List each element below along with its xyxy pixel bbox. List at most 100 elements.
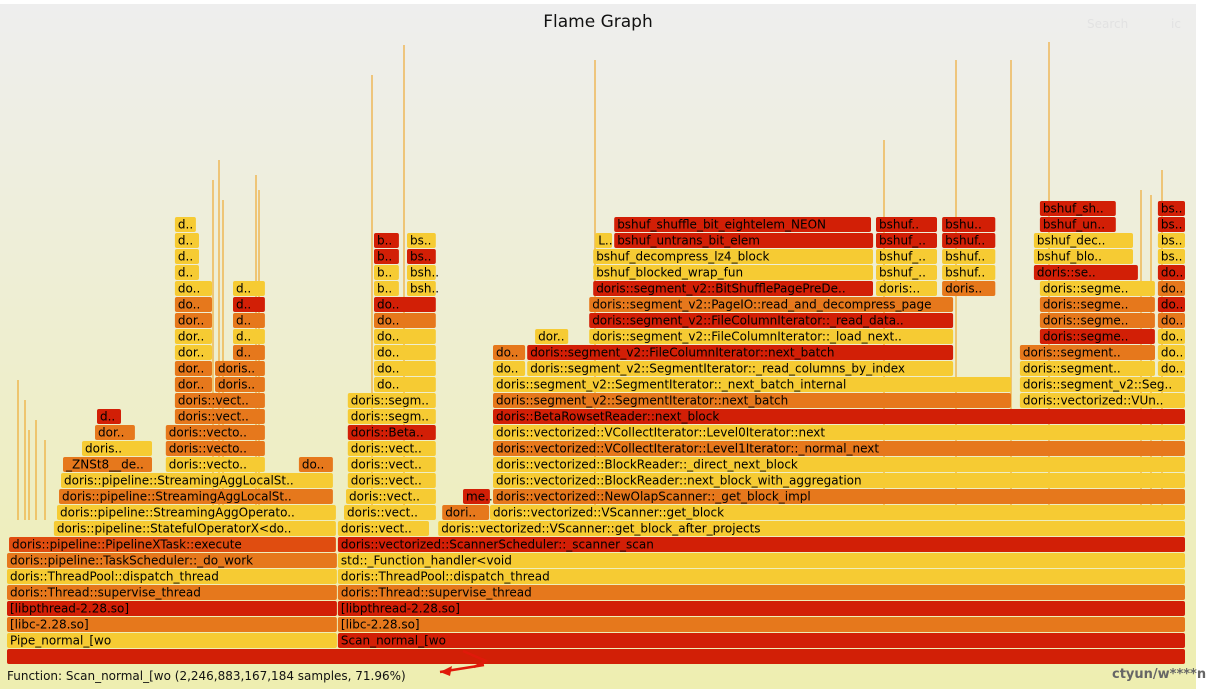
flame-frame[interactable]: doris::vectorized::VScanner::get_block do… [490,505,1185,520]
flame-frame[interactable]: bs.. bs.. [407,233,436,248]
flame-frame[interactable]: do..do.. [374,329,436,344]
flame-frame-rect[interactable]: bs.. [407,249,436,264]
flame-frame-rect[interactable]: doris::vectorized::BlockReader::next_blo… [493,473,1185,488]
flame-frame[interactable]: doris::segme.. doris::segme.. [1039,329,1155,344]
flame-frame-rect[interactable]: do.. [493,345,526,360]
flame-frame-rect[interactable]: doris::segment_v2::SegmentIterator::_nex… [1019,377,1185,392]
flame-frame[interactable]: bshuf_blo.. bshuf_blo.. [1033,249,1133,264]
flame-frame-rect[interactable]: doris::segm.. [347,393,436,408]
flame-frame[interactable]: doris::vecto.. doris::vecto.. [165,441,265,456]
flame-frame[interactable]: doris::vect..doris::vect.. [347,473,436,488]
flame-frame-rect[interactable]: b.. [374,233,399,248]
flame-frame-rect[interactable]: b.. [374,265,399,280]
flame-frame[interactable]: d..d.. [174,249,199,264]
flame-frame[interactable]: bshuf_.. bshuf_.. [876,249,937,264]
flame-frame[interactable]: bs.. bs.. [1157,201,1185,216]
flame-frame[interactable]: bsh.. bsh.. [407,281,439,296]
flame-frame-rect[interactable]: dor.. [174,329,212,344]
flame-frame-rect[interactable]: doris::vectorized::NewOlapScanner::_get_… [493,489,1185,504]
flame-frame[interactable]: doris::vectorized::VUn.. doris::vectorize… [1019,393,1185,408]
flame-frame[interactable]: bshu.. bshu.. [942,217,996,232]
flame-frame[interactable]: doris::vecto.. doris::vecto.. [165,457,265,472]
flame-frame[interactable]: doris::segm.. doris::segm.. [347,393,436,408]
flame-frame-rect[interactable]: doris::vectorized::VCollectIterator::Lev… [493,425,1185,440]
flame-frame-rect[interactable]: doris::vecto.. [165,441,265,456]
flame-frame-rect[interactable]: bshuf_.. [876,233,937,248]
flame-frame[interactable]: doris::segment_v2::PageIO::read_and_deco… [589,297,954,312]
flame-frame[interactable]: dor..dor.. [174,329,212,344]
flame-frame[interactable]: b.. b.. [374,233,399,248]
flame-frame-rect[interactable]: d.. [174,217,196,232]
flame-frame[interactable]: b.. b.. [374,281,399,296]
flame-frame[interactable]: [libc-2.28.so][libc-2.28.so] [337,617,1185,632]
narrow-stack-spike[interactable] [1010,60,1012,520]
flame-frame-rect[interactable]: bs.. [1157,233,1185,248]
flame-frame-rect[interactable]: d.. [233,345,265,360]
flame-frame-rect[interactable]: [libc-2.28.so] [337,617,1185,632]
flame-frame-rect[interactable]: doris::pipeline::StreamingAggLocalSt.. [61,473,333,488]
flame-frame[interactable]: doris::vect..doris::vect.. [174,409,265,424]
narrow-stack-spike[interactable] [212,180,214,520]
flame-frame[interactable]: doris::segm.. doris::segm.. [347,409,436,424]
flame-frame[interactable]: bshuf_.. bshuf_.. [876,233,937,248]
flame-frame-rect[interactable]: doris::vect.. [337,521,429,536]
flame-frame-rect[interactable]: bshuf_blocked_wrap_fun [593,265,873,280]
flame-frame-rect[interactable]: do.. [374,297,436,312]
flame-frame-rect[interactable]: all [7,649,1185,664]
flame-frame[interactable]: doris::vect..doris::vect.. [174,393,265,408]
flame-frame[interactable]: doris::vect..doris::vect.. [337,521,429,536]
flame-frame[interactable]: dori.. dori.. [442,505,490,520]
flame-frame-rect[interactable]: dori.. [442,505,490,520]
flame-frame-rect[interactable]: d.. [233,313,265,328]
flame-frame[interactable]: doris::vectorized::VScanner::get_block_a… [438,521,1185,536]
flame-frame-rect[interactable]: doris:.. [876,281,937,296]
flame-frame[interactable]: do..do.. [1157,345,1185,360]
flame-frame[interactable]: dor..dor.. [174,377,212,392]
flame-frame-rect[interactable]: bshuf.. [942,233,996,248]
narrow-stack-spike[interactable] [44,440,46,520]
flame-frame[interactable]: doris::vect..doris::vect.. [347,441,436,456]
flame-frame-rect[interactable]: doris::pipeline::TaskScheduler::_do_work [7,553,337,568]
flame-frame-rect[interactable]: doris::pipeline::StreamingAggLocalSt.. [59,489,333,504]
flame-frame[interactable]: bshuf_decompress_lz4_block bshuf_decompre… [593,249,873,264]
flame-frame[interactable]: dor..dor.. [95,425,135,440]
flame-frame-rect[interactable]: d.. [174,249,199,264]
narrow-stack-spike[interactable] [35,420,37,520]
flame-frame-rect[interactable]: bs.. [1157,201,1185,216]
flame-frame-rect[interactable]: doris::Beta.. [347,425,436,440]
flame-frame-rect[interactable]: doris::pipeline::PipelineXTask::execute [9,537,336,552]
flame-frame[interactable]: doris::vectorized::BlockReader::_direct_… [493,457,1185,472]
flame-frame-rect[interactable]: do.. [374,377,436,392]
flame-frame[interactable]: do..do.. [1157,281,1185,296]
flame-frame[interactable]: d..d.. [174,265,199,280]
flame-frame-rect[interactable]: Pipe_normal_[wo [7,633,337,648]
flame-frame[interactable]: doris::segme.. doris::segme.. [1039,281,1155,296]
flame-frame[interactable]: doris::ThreadPool::dispatch_threaddoris:… [7,569,337,584]
flame-frame[interactable]: [libpthread-2.28.so][libpthread-2.28.so] [337,601,1185,616]
flame-frame[interactable]: doris::se.. doris::se.. [1033,265,1138,280]
flame-frame[interactable]: Scan_normal_[wo Scan_normal_[wo [337,633,1185,648]
flame-frame-rect[interactable]: bsh.. [407,281,436,296]
flame-frame[interactable]: doris::segme.. doris::segme.. [1039,297,1155,312]
flame-frame[interactable]: doris::vectorized::VCollectIterator::Lev… [493,441,1185,456]
narrow-stack-spike[interactable] [218,160,220,520]
flame-frame[interactable]: bs.. bs.. [1157,249,1185,264]
narrow-stack-spike[interactable] [24,400,26,520]
flame-frame[interactable]: d..d.. [233,313,265,328]
flame-frame[interactable]: bshuf_blocked_wrap_fun bshuf_blocked_wrap… [593,265,873,280]
flame-frame-rect[interactable]: doris::vectorized::VScanner::get_block [490,505,1185,520]
flame-frame-rect[interactable]: doris::segme.. [1039,313,1155,328]
flame-frame[interactable]: do..do.. [374,297,436,312]
flame-frame-rect[interactable]: bshuf.. [876,217,937,232]
flame-frame[interactable]: do..do.. [1157,329,1185,344]
flame-frame[interactable]: do..do.. [174,297,212,312]
flame-frame-rect[interactable]: do.. [374,329,436,344]
flame-frame-rect[interactable]: doris::segment_v2::FileColumnIterator::n… [527,345,954,360]
flame-frame-rect[interactable]: do.. [1157,329,1185,344]
flame-frame[interactable]: std::_Function_handler<void std::_Functio… [337,553,1185,568]
flame-frame[interactable]: doris::vectorized::BlockReader::next_blo… [493,473,1185,488]
flame-frame[interactable]: bshuf.. bshuf.. [942,249,996,264]
flame-frame-rect[interactable]: doris::segment_v2::SegmentIterator::_rea… [527,361,954,376]
flame-frame-rect[interactable]: doris::vectorized::BlockReader::_direct_… [493,457,1185,472]
